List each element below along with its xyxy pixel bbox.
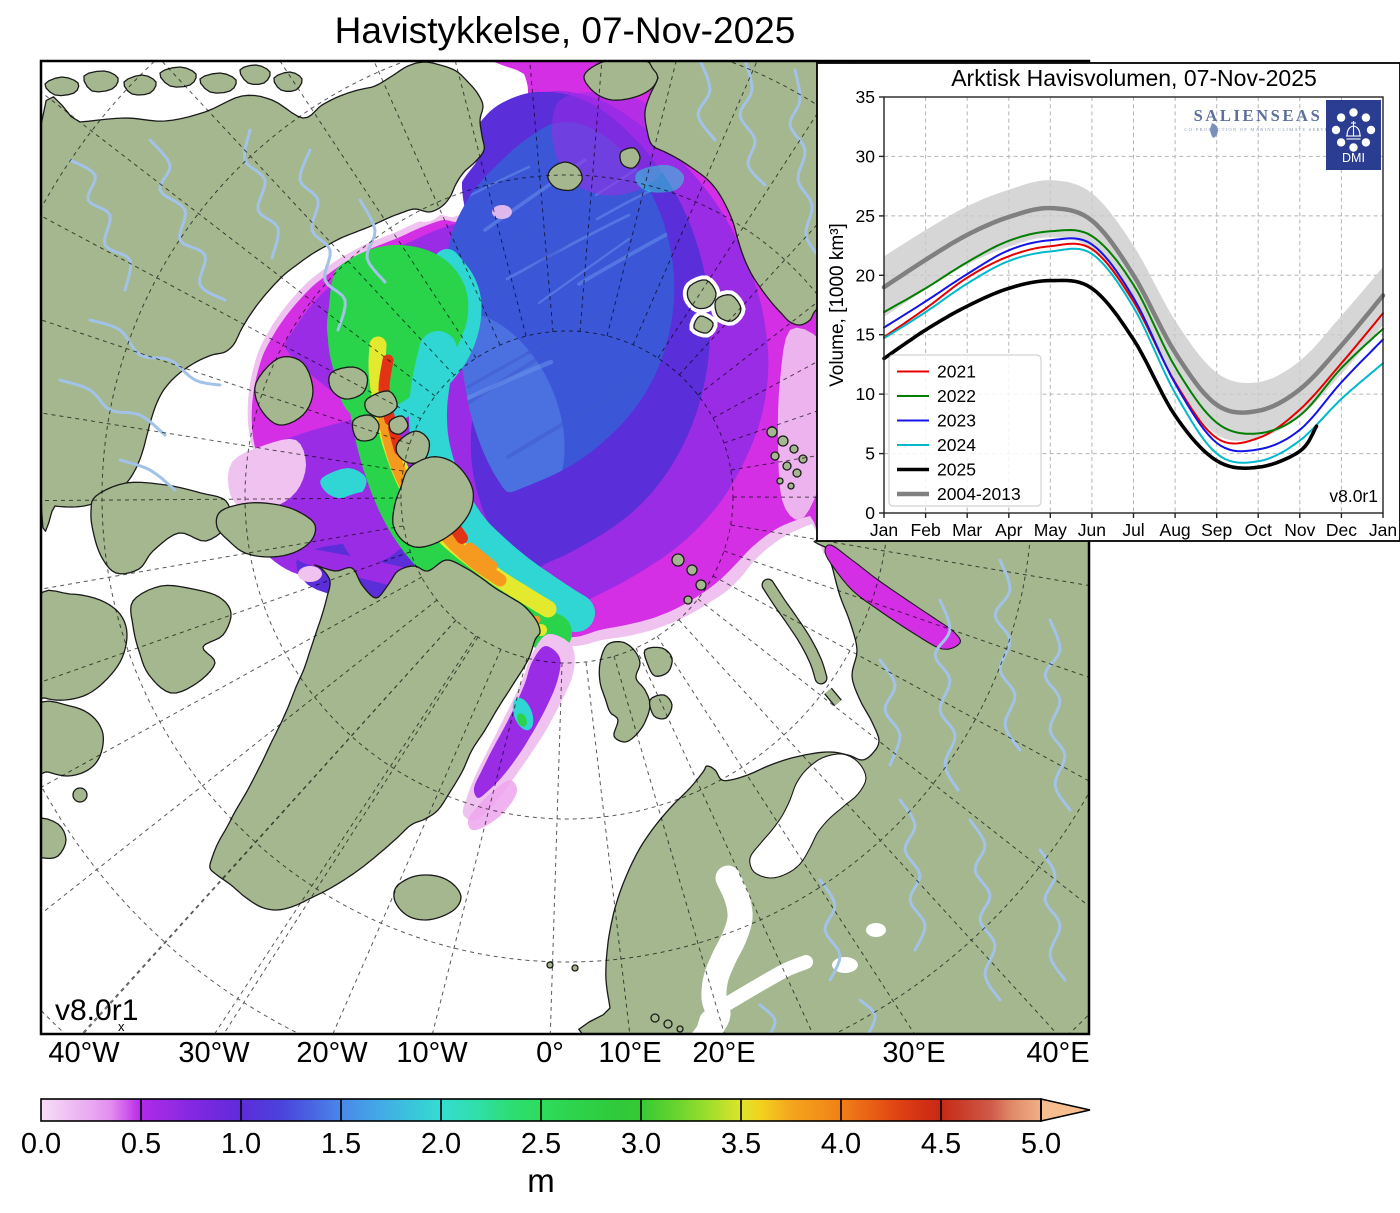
svg-text:30°W: 30°W: [178, 1037, 250, 1069]
svg-text:2004-2013: 2004-2013: [937, 484, 1021, 504]
svg-text:3.5: 3.5: [721, 1128, 761, 1160]
svg-text:Mar: Mar: [952, 520, 982, 540]
svg-text:CO-PRODUCTION OF MARINE CLIMAT: CO-PRODUCTION OF MARINE CLIMATE SERVICES: [1184, 127, 1339, 132]
svg-text:1.0: 1.0: [221, 1128, 261, 1160]
svg-text:35: 35: [856, 87, 875, 107]
svg-text:20°E: 20°E: [692, 1037, 755, 1069]
svg-text:Nov: Nov: [1284, 520, 1315, 540]
svg-text:2.0: 2.0: [421, 1128, 461, 1160]
svg-text:5.0: 5.0: [1021, 1128, 1061, 1160]
svg-text:Jul: Jul: [1122, 520, 1144, 540]
svg-text:40°W: 40°W: [48, 1037, 120, 1069]
svg-text:0.0: 0.0: [21, 1128, 61, 1160]
svg-text:Jan: Jan: [1369, 520, 1397, 540]
svg-text:v8.0r1: v8.0r1: [55, 994, 138, 1027]
svg-text:1.5: 1.5: [321, 1128, 361, 1160]
svg-text:40°E: 40°E: [1026, 1037, 1089, 1069]
svg-text:x: x: [118, 1019, 125, 1034]
svg-text:0°: 0°: [536, 1037, 564, 1069]
svg-text:0: 0: [865, 503, 875, 523]
svg-text:Havistykkelse, 07-Nov-2025: Havistykkelse, 07-Nov-2025: [335, 10, 796, 51]
svg-text:Volume, [1000 km³]: Volume, [1000 km³]: [827, 223, 848, 387]
svg-text:Oct: Oct: [1245, 520, 1272, 540]
svg-text:0.5: 0.5: [121, 1128, 161, 1160]
svg-text:2022: 2022: [937, 386, 976, 406]
svg-text:Feb: Feb: [911, 520, 941, 540]
svg-text:Arktisk Havisvolumen, 07-Nov-2: Arktisk Havisvolumen, 07-Nov-2025: [951, 65, 1317, 91]
svg-text:Jan: Jan: [870, 520, 898, 540]
svg-text:Jun: Jun: [1078, 520, 1106, 540]
svg-text:Sep: Sep: [1201, 520, 1232, 540]
svg-text:20°W: 20°W: [296, 1037, 368, 1069]
svg-text:4.0: 4.0: [821, 1128, 861, 1160]
svg-text:20: 20: [856, 265, 876, 285]
svg-text:m: m: [527, 1162, 555, 1199]
svg-text:10°E: 10°E: [598, 1037, 661, 1069]
svg-text:4.5: 4.5: [921, 1128, 961, 1160]
svg-text:v8.0r1: v8.0r1: [1329, 486, 1378, 506]
svg-text:2024: 2024: [937, 435, 976, 455]
svg-text:Aug: Aug: [1160, 520, 1191, 540]
svg-text:15: 15: [856, 325, 875, 345]
svg-text:2021: 2021: [937, 362, 976, 382]
svg-text:Apr: Apr: [995, 520, 1022, 540]
svg-text:3.0: 3.0: [621, 1128, 661, 1160]
svg-text:SALIENSEAS: SALIENSEAS: [1194, 106, 1323, 125]
svg-text:DMI: DMI: [1342, 151, 1365, 165]
svg-text:Dec: Dec: [1326, 520, 1357, 540]
svg-text:10: 10: [856, 384, 876, 404]
svg-text:10°W: 10°W: [396, 1037, 468, 1069]
svg-text:2.5: 2.5: [521, 1128, 561, 1160]
svg-text:5: 5: [865, 444, 875, 464]
svg-text:30°E: 30°E: [882, 1037, 945, 1069]
svg-text:May: May: [1034, 520, 1067, 540]
svg-text:25: 25: [856, 206, 875, 226]
svg-text:30: 30: [856, 146, 876, 166]
svg-text:2023: 2023: [937, 411, 976, 431]
svg-text:2025: 2025: [937, 460, 976, 480]
